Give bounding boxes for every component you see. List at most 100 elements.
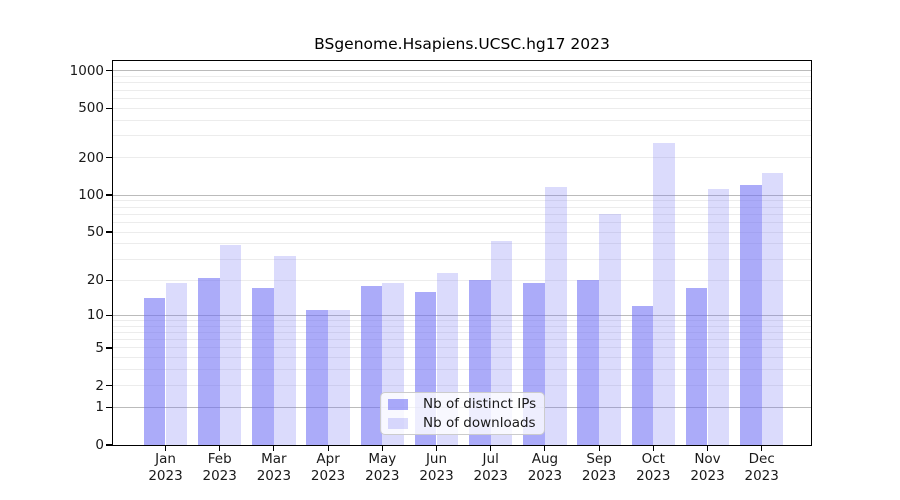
bar-distinct-ips-jan bbox=[143, 298, 166, 445]
y-tick-10 bbox=[106, 314, 113, 316]
gridline-minor bbox=[113, 82, 811, 84]
bar-downloads-nov bbox=[707, 188, 730, 445]
bar-distinct-ips-mar bbox=[252, 288, 274, 445]
y-tick-5 bbox=[106, 347, 113, 349]
x-tick-label-mar: Mar 2023 bbox=[256, 451, 292, 484]
gridline-major bbox=[113, 70, 811, 72]
x-tick-dec bbox=[761, 445, 763, 451]
gridline-minor bbox=[113, 339, 811, 341]
legend-item-distinct-ips: Nb of distinct IPs bbox=[381, 396, 544, 413]
y-tick-100 bbox=[106, 194, 113, 196]
x-tick-label-oct: Oct 2023 bbox=[636, 451, 671, 484]
x-tick-label-feb: Feb 2023 bbox=[202, 451, 237, 484]
bar-distinct-ips-feb bbox=[198, 277, 220, 445]
bar-downloads-jan bbox=[165, 282, 188, 445]
y-tick-50 bbox=[106, 231, 113, 233]
y-tick-2 bbox=[106, 384, 113, 387]
bar-downloads-dec bbox=[761, 173, 784, 445]
gridline-major bbox=[113, 194, 811, 196]
y-tick-1000 bbox=[106, 70, 113, 72]
gridline-minor bbox=[113, 357, 811, 359]
y-tick-200 bbox=[106, 157, 113, 159]
bar-distinct-ips-oct bbox=[631, 306, 654, 445]
y-tick-label-2: 2 bbox=[95, 377, 104, 394]
gridline-minor bbox=[113, 107, 811, 109]
y-tick-0 bbox=[106, 444, 113, 446]
y-tick-label-100: 100 bbox=[78, 187, 104, 204]
gridline-major bbox=[113, 314, 811, 316]
legend-item-downloads: Nb of downloads bbox=[381, 415, 544, 432]
bar-distinct-ips-apr bbox=[306, 310, 329, 445]
x-tick-label-dec: Dec 2023 bbox=[744, 451, 779, 484]
y-tick-label-1000: 1000 bbox=[69, 62, 104, 79]
y-tick-label-1: 1 bbox=[95, 399, 104, 416]
legend-swatch-distinct-ips bbox=[388, 398, 408, 410]
x-tick-feb bbox=[219, 445, 221, 451]
y-tick-label-10: 10 bbox=[86, 307, 104, 324]
bar-downloads-aug bbox=[544, 186, 567, 445]
gridline-minor bbox=[113, 279, 811, 281]
bar-downloads-sep bbox=[599, 214, 621, 445]
bar-distinct-ips-nov bbox=[685, 288, 708, 445]
x-tick-label-may: May 2023 bbox=[365, 451, 400, 484]
gridline-minor bbox=[113, 319, 811, 321]
x-tick-aug bbox=[544, 445, 546, 451]
x-tick-may bbox=[381, 445, 383, 451]
y-tick-label-5: 5 bbox=[95, 339, 104, 356]
bar-downloads-oct bbox=[653, 142, 675, 445]
gridline-minor bbox=[113, 76, 811, 78]
gridline-minor bbox=[113, 221, 811, 223]
y-tick-label-500: 500 bbox=[78, 100, 104, 117]
gridline-minor bbox=[113, 200, 811, 202]
legend-swatch-downloads bbox=[388, 417, 408, 429]
y-tick-label-0: 0 bbox=[95, 437, 104, 453]
gridline-minor bbox=[113, 89, 811, 91]
y-tick-500 bbox=[106, 107, 113, 109]
gridline-minor bbox=[113, 325, 811, 327]
chart-title: BSgenome.Hsapiens.UCSC.hg17 2023 bbox=[314, 35, 610, 53]
y-tick-label-50: 50 bbox=[86, 224, 104, 241]
x-tick-label-aug: Aug 2023 bbox=[527, 451, 563, 484]
gridline-minor bbox=[113, 157, 811, 159]
bar-distinct-ips-dec bbox=[740, 184, 762, 445]
x-tick-jun bbox=[435, 445, 438, 451]
x-tick-apr bbox=[327, 445, 329, 451]
gridline-minor bbox=[113, 119, 811, 121]
gridline-minor bbox=[113, 331, 811, 333]
gridline-minor bbox=[113, 385, 811, 386]
x-tick-label-nov: Nov 2023 bbox=[690, 451, 725, 484]
legend-label-distinct-ips: Nb of distinct IPs bbox=[423, 396, 537, 412]
x-tick-jul bbox=[490, 445, 492, 451]
y-tick-1 bbox=[106, 406, 113, 409]
x-tick-jan bbox=[164, 445, 167, 451]
y-tick-20 bbox=[106, 279, 113, 281]
x-tick-sep bbox=[598, 445, 600, 451]
bar-downloads-mar bbox=[273, 255, 296, 445]
y-tick-label-20: 20 bbox=[86, 272, 104, 289]
gridline-minor bbox=[113, 213, 811, 215]
gridline-minor bbox=[113, 258, 811, 260]
gridline-minor bbox=[113, 369, 811, 371]
gridline-minor bbox=[113, 347, 811, 349]
gridline-minor bbox=[113, 206, 811, 208]
x-tick-label-apr: Apr 2023 bbox=[310, 451, 346, 484]
bar-distinct-ips-sep bbox=[577, 280, 600, 445]
x-tick-label-jul: Jul 2023 bbox=[473, 451, 508, 484]
gridline-minor bbox=[113, 231, 811, 233]
x-tick-mar bbox=[273, 445, 275, 451]
x-tick-label-sep: Sep 2023 bbox=[581, 451, 617, 484]
gridline-minor bbox=[113, 97, 811, 99]
bar-downloads-apr bbox=[328, 310, 350, 445]
gridline-minor bbox=[113, 135, 811, 137]
x-tick-nov bbox=[706, 445, 709, 451]
legend: Nb of distinct IPs Nb of downloads bbox=[380, 392, 545, 435]
bar-distinct-ips-may bbox=[360, 285, 383, 445]
bar-downloads-feb bbox=[219, 245, 242, 445]
legend-label-downloads: Nb of downloads bbox=[423, 415, 536, 431]
y-tick-label-200: 200 bbox=[78, 149, 104, 166]
gridline-minor bbox=[113, 243, 811, 245]
plot-area: Jan 2023 Feb 2023 Mar 2023 Apr 2023 May 2023… bbox=[70, 60, 812, 484]
x-tick-oct bbox=[652, 445, 654, 451]
x-tick-label-jan: Jan 2023 bbox=[148, 451, 183, 484]
